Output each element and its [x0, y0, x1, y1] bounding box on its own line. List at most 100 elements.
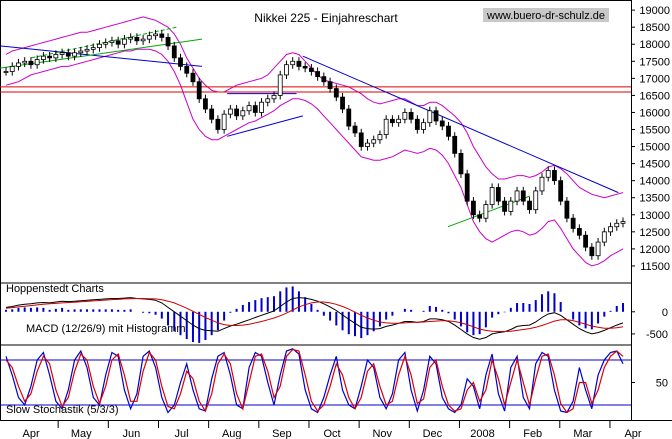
candle-body [414, 118, 420, 130]
candle-body [28, 60, 34, 66]
candle-body [408, 112, 414, 120]
candle-body [259, 101, 264, 113]
trendline [302, 55, 619, 194]
candle-body [47, 55, 53, 59]
candle-body [483, 204, 489, 219]
candle-body [296, 60, 302, 67]
candle-body [502, 200, 507, 212]
price-tick-label: 13000 [639, 210, 670, 222]
candle-body [520, 190, 526, 202]
candle-body [601, 231, 607, 243]
candle-body [576, 228, 582, 236]
macd-tick-label: 0 [662, 307, 668, 319]
candle-body [65, 52, 71, 57]
lower-band [5, 48, 624, 267]
month-label: Aug [222, 428, 242, 439]
price-tick-label: 17000 [639, 73, 670, 85]
candle-body [358, 132, 364, 147]
month-label: May [71, 428, 92, 439]
candle-body [9, 65, 15, 72]
price-tick-label: 16000 [639, 107, 670, 119]
candle-body [564, 200, 570, 219]
candle-body [153, 33, 158, 37]
candle-body [321, 76, 327, 83]
candle-body [140, 38, 146, 42]
candle-body [608, 226, 613, 233]
candle-body [327, 81, 333, 89]
candle-body [184, 65, 190, 74]
candle-body [215, 118, 221, 130]
candle-body [240, 110, 246, 117]
candle-body [390, 118, 395, 124]
month-label: Apr [23, 428, 40, 439]
candle-body [489, 187, 495, 205]
candle-body [340, 96, 345, 110]
candle-body [40, 55, 46, 60]
month-label: Sep [272, 428, 292, 439]
price-tick-label: 12500 [639, 227, 670, 239]
candle-body [539, 176, 545, 192]
candle-body [53, 54, 59, 59]
candle-body [234, 108, 239, 117]
candle-body [446, 125, 451, 137]
stoch-k-line [5, 348, 624, 414]
price-tick-label: 11500 [640, 261, 670, 273]
candle-body [90, 47, 96, 50]
candle-body [171, 45, 177, 59]
candle-body [221, 113, 227, 130]
source-label: Hoppenstedt Charts [6, 283, 104, 295]
candle-body [78, 50, 84, 54]
candle-body [265, 98, 271, 103]
candle-body [227, 108, 233, 115]
candle-body [72, 52, 77, 57]
stochastic-series [0, 348, 631, 414]
trendline [0, 45, 202, 67]
month-label: Mar [573, 428, 592, 439]
bollinger-bands [5, 16, 624, 267]
candle-body [252, 105, 258, 113]
candle-body [346, 108, 352, 127]
macd-label: MACD (12/26/9) mit Histogramm [26, 323, 186, 335]
price-tick-label: 18500 [639, 22, 670, 34]
candle-body [570, 217, 576, 229]
candle-body [284, 64, 289, 76]
price-tick-label: 18000 [639, 39, 670, 51]
month-label: Nov [372, 428, 392, 439]
macd-signal-line [5, 298, 624, 332]
candle-body [302, 65, 308, 69]
upper-band [5, 16, 624, 199]
candle-body [558, 180, 564, 202]
candle-body [271, 94, 277, 100]
candle-body [371, 139, 377, 144]
candle-body [464, 173, 470, 202]
candle-body [427, 110, 433, 124]
candle-body [495, 187, 501, 202]
candle-body [377, 134, 383, 141]
candle-body [439, 120, 445, 127]
price-tick-label: 14000 [639, 176, 670, 188]
candle-body [59, 52, 65, 55]
stoch-tick-label: 50 [656, 378, 668, 390]
candle-body [97, 43, 102, 49]
candle-body [109, 40, 115, 43]
candle-body [365, 142, 370, 147]
candle-body [552, 170, 557, 182]
candle-body [16, 62, 21, 67]
candle-body [178, 57, 183, 67]
support-lines [0, 86, 631, 93]
candle-body [533, 190, 539, 211]
candle-body [290, 60, 296, 66]
candle-body [452, 135, 458, 154]
candle-body [514, 190, 520, 202]
candle-body [383, 118, 389, 136]
month-label: Apr [624, 428, 641, 439]
candle-body [458, 152, 464, 175]
candle-body [196, 81, 202, 100]
candle-body [527, 200, 532, 211]
price-candles [3, 29, 626, 260]
watermark-text[interactable]: www.buero-dr-schulz.de [486, 10, 605, 22]
chart-title: Nikkei 225 - Einjahreschart [254, 11, 398, 25]
candle-body [165, 37, 171, 47]
candle-body [477, 214, 483, 219]
